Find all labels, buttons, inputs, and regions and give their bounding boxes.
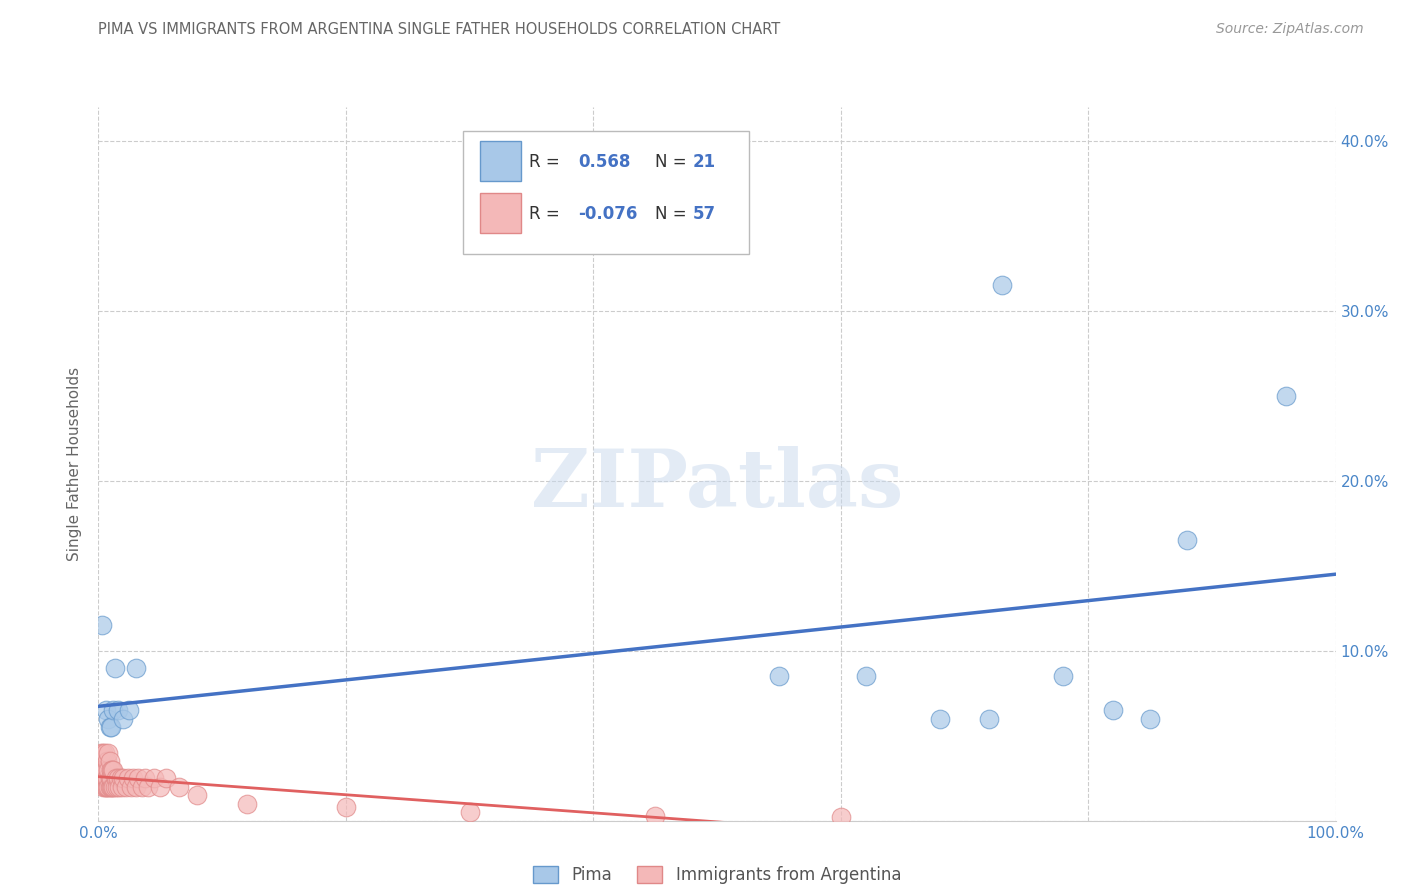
Point [155,771,177,785]
Point [101,780,124,794]
Point [105,780,128,794]
Point [96,780,118,794]
Point [928,712,950,726]
Point [100,763,122,777]
Point [93,771,115,785]
Point [1052,669,1074,683]
Point [136,780,159,794]
Text: -0.076: -0.076 [578,204,638,223]
Point [97,763,120,777]
Text: Source: ZipAtlas.com: Source: ZipAtlas.com [1216,22,1364,37]
Legend: Pima, Immigrants from Argentina: Pima, Immigrants from Argentina [526,859,908,891]
Point [122,771,145,785]
Point [990,278,1012,293]
Point [98,780,121,794]
Point [100,720,122,734]
Point [96,771,118,785]
Point [107,703,129,717]
Point [94,780,117,794]
Point [131,780,153,794]
Point [94,763,117,777]
Point [143,771,166,785]
Point [93,780,115,794]
Point [93,780,115,794]
Point [91,618,114,632]
Point [98,754,121,768]
Point [94,703,117,717]
Point [93,763,115,777]
Point [94,771,117,785]
Point [112,771,135,785]
Point [830,810,852,824]
Point [111,780,134,794]
Text: ZIPatlas: ZIPatlas [531,446,903,524]
Text: 57: 57 [693,204,716,223]
Text: R =: R = [530,204,560,223]
Point [335,800,357,814]
Point [103,780,125,794]
Point [91,763,114,777]
Point [127,771,149,785]
Text: N =: N = [655,153,686,171]
Point [100,780,122,794]
Point [93,746,115,760]
Point [1275,389,1298,403]
Point [93,771,115,785]
Point [108,780,131,794]
Point [117,771,139,785]
Text: PIMA VS IMMIGRANTS FROM ARGENTINA SINGLE FATHER HOUSEHOLDS CORRELATION CHART: PIMA VS IMMIGRANTS FROM ARGENTINA SINGLE… [98,22,780,37]
Point [98,771,121,785]
Point [768,669,790,683]
Point [103,763,125,777]
Point [104,771,127,785]
Point [100,771,122,785]
Point [90,746,112,760]
Point [134,771,156,785]
Point [149,780,172,794]
Point [458,805,481,819]
Point [124,780,146,794]
Point [93,746,115,760]
Point [855,669,877,683]
Point [1139,712,1161,726]
Point [90,763,112,777]
Point [96,754,118,768]
Point [236,797,259,811]
Point [644,808,666,822]
Point [110,771,132,785]
Point [103,780,125,794]
Point [1175,533,1198,548]
Point [120,780,142,794]
Text: 21: 21 [693,153,716,171]
Point [103,703,125,717]
Point [124,661,146,675]
Text: N =: N = [655,204,686,223]
Point [118,703,141,717]
Point [101,763,124,777]
Point [167,780,190,794]
Point [97,712,120,726]
Point [114,780,136,794]
Point [112,712,135,726]
Point [1102,703,1125,717]
Point [98,720,121,734]
Point [97,746,120,760]
Point [979,712,1001,726]
Text: R =: R = [530,153,560,171]
Point [103,661,125,675]
Y-axis label: Single Father Households: Single Father Households [67,367,83,561]
Point [91,771,114,785]
Point [186,788,208,802]
Text: 0.568: 0.568 [578,153,631,171]
Point [107,771,129,785]
Point [97,780,120,794]
